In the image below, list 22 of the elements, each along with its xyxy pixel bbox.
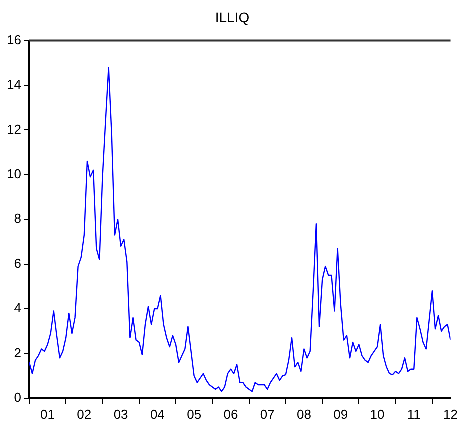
y-tick-label: 4 [14, 300, 22, 316]
x-tick-label: 06 [224, 406, 238, 422]
y-tick-label: 2 [14, 345, 22, 360]
x-tick-label: 08 [296, 406, 312, 422]
x-tick-label: 10 [370, 406, 385, 422]
x-tick-label: 02 [77, 406, 92, 422]
y-tick-label: 6 [14, 256, 22, 271]
x-tick-label: 09 [334, 406, 348, 422]
y-tick-label: 0 [14, 390, 22, 405]
y-tick-label: 12 [6, 122, 22, 137]
x-tick-label: 11 [407, 406, 421, 422]
y-tick-label: 14 [6, 77, 22, 92]
y-tick-label: 16 [6, 32, 22, 48]
x-tick-label: 03 [114, 406, 128, 422]
y-tick-label: 8 [14, 211, 22, 226]
x-tick-label: 07 [260, 406, 275, 422]
x-tick-label: 04 [150, 406, 165, 422]
x-tick-label: 01 [40, 406, 56, 422]
chart-title: ILLIQ [215, 9, 250, 26]
x-tick-label: 12 [444, 406, 458, 422]
y-tick-label: 10 [6, 166, 22, 182]
x-tick-label: 05 [187, 406, 202, 422]
